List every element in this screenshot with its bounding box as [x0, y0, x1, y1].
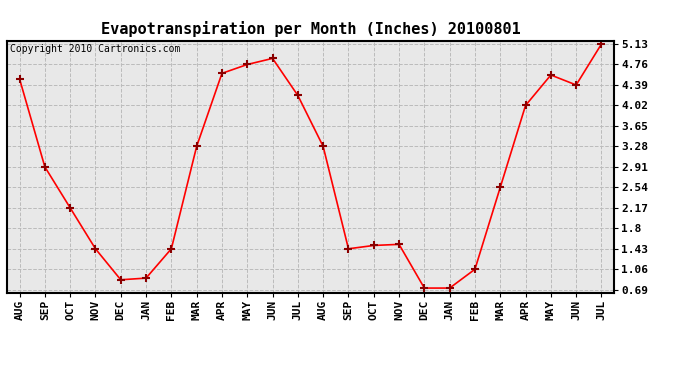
- Text: Copyright 2010 Cartronics.com: Copyright 2010 Cartronics.com: [10, 44, 180, 54]
- Title: Evapotranspiration per Month (Inches) 20100801: Evapotranspiration per Month (Inches) 20…: [101, 21, 520, 37]
